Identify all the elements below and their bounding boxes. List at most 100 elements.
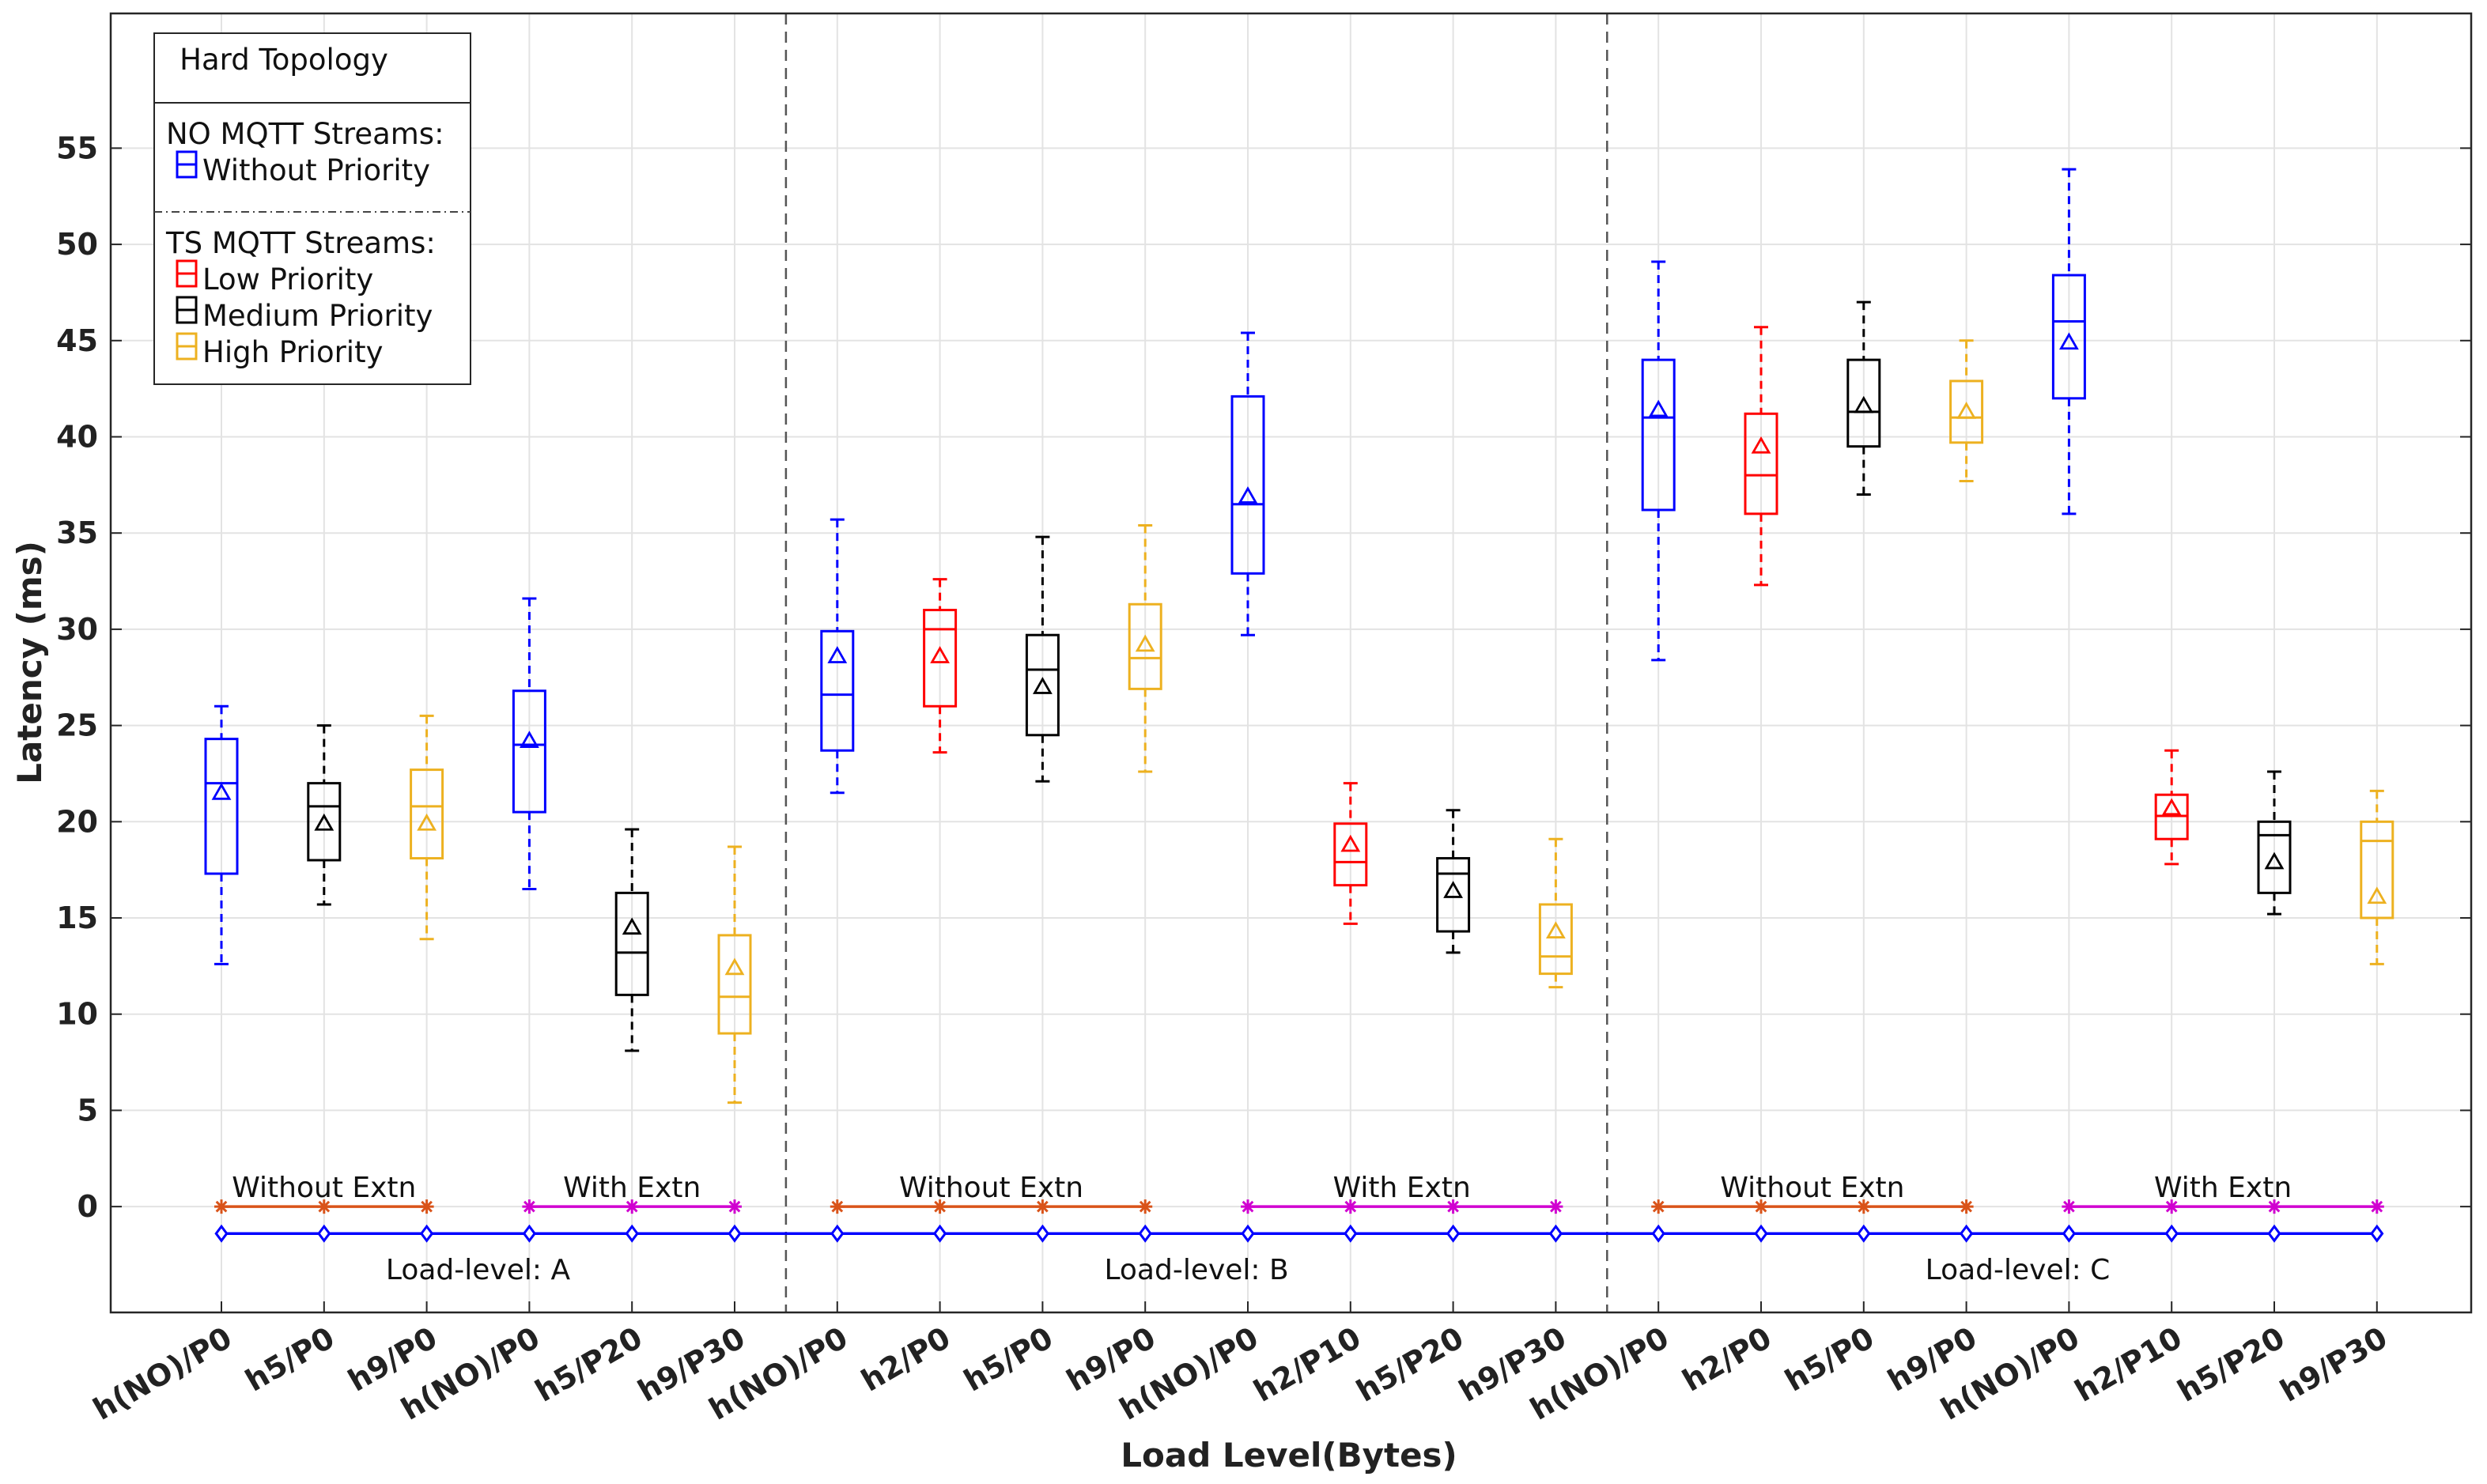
- mean-marker: [519, 731, 539, 748]
- legend-item-without-priority: Without Priority: [202, 153, 430, 187]
- y-axis-label: Latency (ms): [10, 541, 49, 784]
- box-plot: [717, 845, 752, 1105]
- diamond-marker: [1857, 1224, 1871, 1243]
- box-iqr: [717, 934, 752, 1035]
- mean-marker: [827, 646, 848, 663]
- y-tick-label: 25: [56, 708, 98, 743]
- star-stroke: [1858, 1200, 1870, 1213]
- star-marker: [2164, 1199, 2179, 1214]
- star-stroke: [215, 1200, 228, 1213]
- box-plot: [2360, 789, 2394, 965]
- box-plots: [204, 168, 2394, 1105]
- diamond-marker: [2062, 1224, 2077, 1243]
- star-stroke: [2165, 1200, 2178, 1213]
- section-separators: [784, 13, 1608, 1312]
- diamond-marker: [1446, 1224, 1461, 1243]
- y-tick-label: 45: [56, 323, 98, 358]
- box-iqr: [1846, 358, 1881, 448]
- star-stroke: [728, 1200, 741, 1213]
- legend-frame: [153, 32, 471, 385]
- legend: Hard Topology NO MQTT Streams: Without P…: [153, 32, 471, 385]
- mean-marker: [1340, 834, 1361, 852]
- legend-swatch-without-priority: [176, 150, 198, 179]
- box-plot: [1230, 331, 1265, 636]
- legend-swatch-low-priority: [176, 259, 198, 288]
- box-plot: [820, 518, 855, 795]
- x-axis-label: Load Level(Bytes): [1121, 1436, 1457, 1475]
- y-tick-label: 55: [56, 130, 98, 165]
- diamond-marker: [1138, 1224, 1152, 1243]
- star-stroke: [1550, 1200, 1562, 1213]
- section-label: With Extn: [563, 1172, 701, 1204]
- star-stroke: [626, 1200, 638, 1213]
- y-tick-label: 10: [56, 997, 98, 1032]
- mean-marker: [417, 813, 437, 831]
- box-plot: [1025, 535, 1060, 783]
- legend-heading-ts-mqtt: TS MQTT Streams:: [165, 226, 436, 260]
- box-iqr: [204, 738, 239, 875]
- y-tick-label: 50: [56, 227, 98, 262]
- diamond-marker: [214, 1224, 229, 1243]
- box-plot: [1846, 300, 1881, 497]
- mean-marker: [724, 957, 745, 976]
- mean-marker: [1443, 881, 1464, 898]
- star-stroke: [831, 1200, 844, 1213]
- legend-item-medium-priority: Medium Priority: [202, 299, 433, 333]
- legend-item-low-priority: Low Priority: [202, 262, 373, 296]
- star-stroke: [1037, 1200, 1049, 1213]
- diamond-marker: [728, 1224, 742, 1243]
- legend-title: Hard Topology: [180, 43, 388, 77]
- box-plot: [1641, 260, 1676, 662]
- section-label: With Extn: [2154, 1172, 2292, 1204]
- mean-marker: [622, 917, 642, 935]
- diamond-marker: [317, 1224, 331, 1243]
- box-iqr: [307, 782, 342, 862]
- diamond-marker: [2370, 1224, 2384, 1243]
- y-tick-label: 15: [56, 901, 98, 935]
- star-stroke: [1960, 1200, 1972, 1213]
- box-iqr: [1538, 903, 1573, 976]
- section-label: Without Extn: [899, 1172, 1083, 1204]
- star-stroke: [1139, 1200, 1151, 1213]
- mean-marker: [1648, 399, 1669, 417]
- diamond-marker: [1241, 1224, 1255, 1243]
- star-stroke: [523, 1200, 535, 1213]
- diamond-marker: [2164, 1224, 2179, 1243]
- diamond-marker: [932, 1224, 947, 1243]
- marker-lines: [214, 1199, 2384, 1243]
- diamond-marker: [625, 1224, 639, 1243]
- star-marker: [1035, 1199, 1050, 1214]
- box-plot: [512, 597, 546, 891]
- star-marker: [2369, 1199, 2384, 1214]
- legend-heading-no-mqtt: NO MQTT Streams:: [166, 117, 444, 151]
- box-iqr: [1744, 412, 1778, 515]
- star-stroke: [934, 1200, 946, 1213]
- legend-item-high-priority: High Priority: [202, 335, 384, 369]
- star-marker: [1241, 1199, 1255, 1214]
- diamond-marker: [1754, 1224, 1768, 1243]
- star-stroke: [1344, 1200, 1357, 1213]
- mean-marker: [2367, 886, 2387, 904]
- diamond-marker: [419, 1224, 434, 1243]
- diamond-marker: [830, 1224, 845, 1243]
- box-iqr: [923, 609, 958, 708]
- box-plot: [1333, 782, 1368, 925]
- box-iqr: [1949, 379, 1984, 444]
- y-tick-label: 20: [56, 804, 98, 839]
- diamond-marker: [1548, 1224, 1563, 1243]
- y-tick-label: 35: [56, 515, 98, 550]
- star-stroke: [318, 1200, 331, 1213]
- box-iqr: [614, 891, 649, 996]
- box-iqr: [2360, 820, 2394, 919]
- star-marker: [2267, 1199, 2281, 1214]
- grid: [111, 13, 2471, 1312]
- star-stroke: [1447, 1200, 1459, 1213]
- diamond-marker: [1651, 1224, 1665, 1243]
- annotations: Without Extn With Extn Without Extn With Ex…: [232, 1172, 2292, 1286]
- y-axis-ticks: 0 5 10 15 20 25 30 35 40 45 50 55: [56, 130, 2471, 1224]
- diamond-marker: [2267, 1224, 2281, 1243]
- star-marker: [1343, 1199, 1358, 1214]
- box-iqr: [1641, 358, 1676, 512]
- box-iqr: [410, 768, 444, 860]
